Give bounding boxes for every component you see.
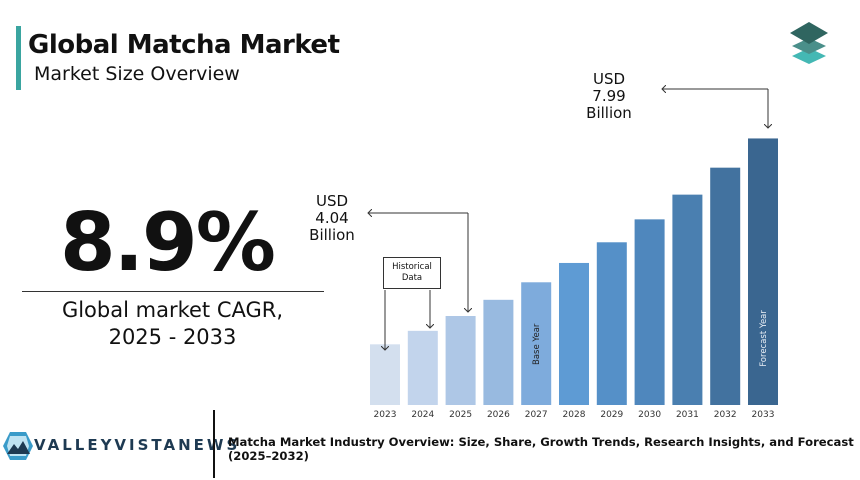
bar-annotation: Forecast Year — [759, 310, 769, 367]
footer-headline: Matcha Market Industry Overview: Size, S… — [228, 435, 854, 463]
callout-value: 7.99 — [592, 87, 626, 105]
bar-annotation: Base Year — [532, 323, 542, 365]
page-title: Global Matcha Market — [28, 30, 340, 60]
historical-label-line2: Data — [401, 273, 423, 283]
title-accent-bar — [16, 26, 21, 90]
callout-unit: Billion — [309, 226, 355, 244]
mountain-logo-icon — [3, 432, 33, 460]
layers-logo-icon — [790, 22, 828, 64]
callout-currency: USD — [315, 192, 349, 210]
x-tick-label: 2028 — [563, 410, 586, 420]
bar-2030 — [634, 219, 665, 405]
x-tick-label: 2030 — [638, 410, 661, 420]
bar-2031 — [672, 194, 703, 405]
cagr-value: 8.9% — [60, 196, 276, 289]
cagr-label: Global market CAGR, 2025 - 2033 — [30, 297, 315, 351]
x-tick-label: 2029 — [600, 410, 623, 420]
x-tick-label: 2024 — [411, 410, 434, 420]
divider — [22, 291, 324, 292]
brand-name: VALLEYVISTANEWS — [34, 436, 241, 454]
x-tick-label: 2026 — [487, 410, 510, 420]
callout-value: 4.04 — [315, 209, 349, 227]
bar-chart: 2023 2024 2025 2026 2027 Base Year 2028 2029 203… — [0, 0, 778, 420]
bar-2025 — [445, 316, 476, 405]
callout-currency: USD — [592, 70, 626, 88]
bar-2029 — [596, 242, 627, 405]
x-tick-label: 2023 — [374, 410, 397, 420]
bar-2027 — [521, 282, 552, 405]
x-tick-label: 2031 — [676, 410, 699, 420]
bar-2024 — [407, 330, 438, 405]
page-subtitle: Market Size Overview — [34, 63, 240, 85]
cagr-label-line1: Global market CAGR, — [61, 298, 284, 322]
x-tick-label: 2027 — [525, 410, 548, 420]
bar-2028 — [559, 262, 589, 405]
cagr-label-line2: 2025 - 2033 — [108, 325, 237, 349]
historical-data-box: Historical Data — [383, 257, 441, 289]
start-value-callout: USD 4.04 Billion — [302, 193, 362, 244]
bar-2023 — [370, 344, 400, 405]
callout-unit: Billion — [586, 104, 632, 122]
x-tick-label: 2025 — [449, 410, 472, 420]
end-value-callout: USD 7.99 Billion — [578, 71, 640, 122]
x-tick-label: 2032 — [714, 410, 737, 420]
bar-2032 — [710, 167, 741, 405]
footer-divider — [213, 410, 215, 478]
historical-label-line1: Historical — [392, 262, 432, 272]
x-tick-label: 2033 — [752, 410, 775, 420]
bar-2026 — [483, 299, 514, 405]
bar-2033 — [748, 138, 778, 405]
